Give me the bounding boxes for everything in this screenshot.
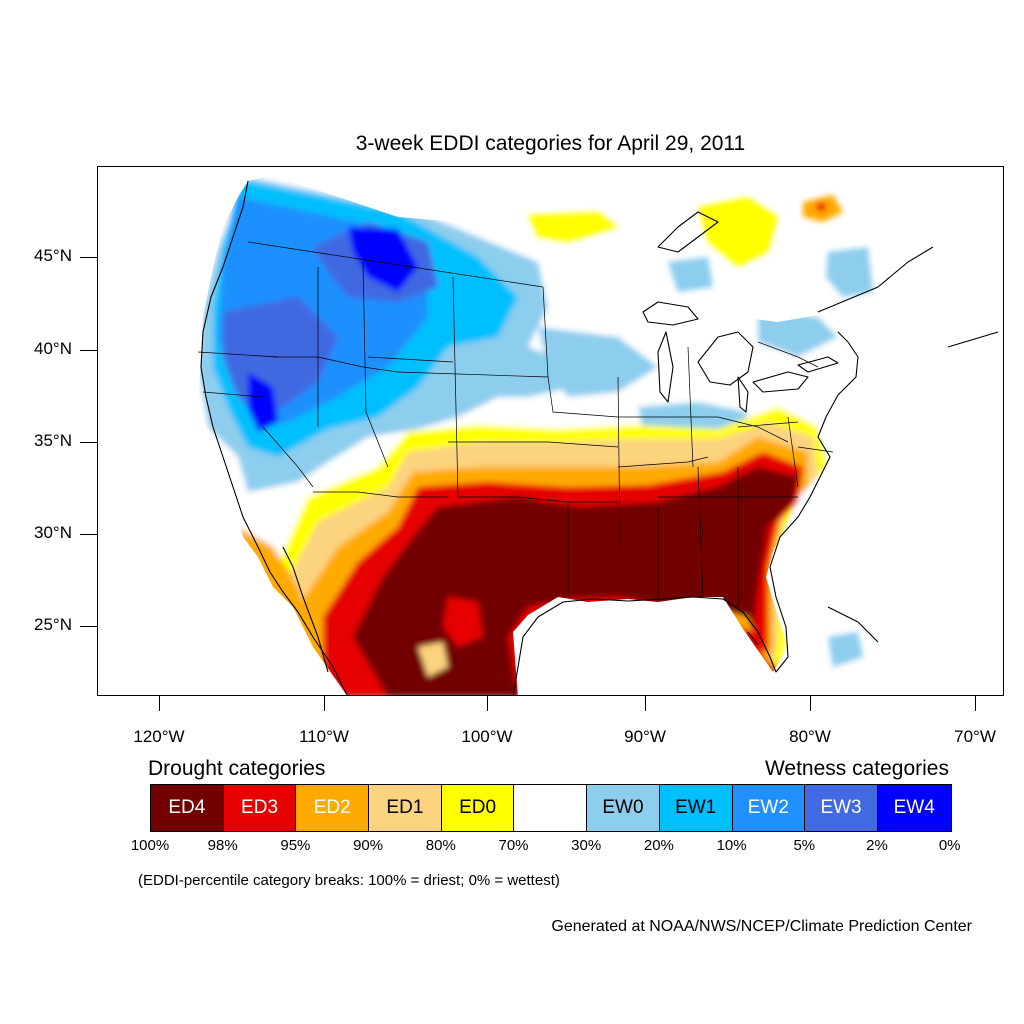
break-label: 2% — [866, 837, 888, 854]
legend-box-ed0: ED0 — [441, 785, 515, 831]
legend-box-ed3: ED3 — [223, 785, 297, 831]
break-label: 70% — [498, 837, 529, 854]
break-label: 5% — [793, 837, 816, 854]
wetness-categories-heading: Wetness categories — [764, 757, 949, 780]
break-label: 100% — [130, 837, 170, 854]
category-legend-bar: ED4 ED3 ED2 ED1 ED0 EW0 EW1 EW2 EW3 EW4 — [150, 784, 952, 832]
lon-tick-70w — [975, 696, 976, 711]
legend-box-normal — [514, 785, 588, 831]
break-label: 98% — [207, 837, 238, 854]
map-boundaries — [200, 180, 999, 695]
legend-box-ew3: EW3 — [805, 785, 878, 831]
lon-tick-90w — [645, 696, 646, 711]
break-label: 80% — [425, 837, 456, 854]
lon-tick-80w — [810, 696, 811, 711]
lat-tick-45n — [80, 257, 97, 258]
legend-box-ed4: ED4 — [151, 785, 224, 831]
break-label: 20% — [643, 837, 674, 854]
lon-label-120w: 120°W — [133, 727, 185, 746]
lon-label-110w: 110°W — [299, 727, 349, 746]
break-label: 0% — [938, 837, 961, 854]
lat-tick-30n — [80, 534, 97, 535]
legend-box-ed2: ED2 — [296, 785, 370, 831]
eddi-map — [197, 175, 999, 695]
break-label: 10% — [716, 837, 747, 854]
lon-label-70w: 70°W — [954, 727, 996, 746]
legend-box-ed1: ED1 — [369, 785, 442, 831]
lon-tick-110w — [324, 696, 325, 711]
lat-label-30n: 30°N — [34, 523, 72, 542]
legend-box-ew2: EW2 — [732, 785, 806, 831]
break-label: 95% — [280, 837, 311, 854]
map-title: 3-week EDDI categories for April 29, 201… — [355, 132, 746, 155]
lat-tick-40n — [80, 350, 97, 351]
lon-label-90w: 90°W — [624, 727, 666, 746]
legend-box-ew4: EW4 — [877, 785, 951, 831]
drought-categories-heading: Drought categories — [148, 757, 326, 780]
lat-label-40n: 40°N — [34, 339, 72, 358]
lat-tick-25n — [80, 626, 97, 627]
map-panel — [97, 166, 1004, 696]
break-label: 30% — [571, 837, 602, 854]
lon-label-100w: 100°W — [461, 727, 513, 746]
legend-box-ew0: EW0 — [587, 785, 660, 831]
eddi-category-fields — [198, 175, 873, 695]
legend-box-ew1: EW1 — [659, 785, 733, 831]
credit-line: Generated at NOAA/NWS/NCEP/Climate Predi… — [551, 918, 972, 935]
lat-label-25n: 25°N — [34, 615, 72, 634]
lat-label-35n: 35°N — [34, 431, 72, 450]
lat-label-45n: 45°N — [34, 246, 72, 265]
state-lines — [197, 241, 834, 607]
lon-tick-100w — [487, 696, 488, 711]
lon-label-80w: 80°W — [789, 727, 831, 746]
break-label: 90% — [353, 837, 384, 854]
lat-tick-35n — [80, 442, 97, 443]
lon-tick-120w — [159, 696, 160, 711]
breaks-note: (EDDI-percentile category breaks: 100% =… — [138, 872, 560, 889]
